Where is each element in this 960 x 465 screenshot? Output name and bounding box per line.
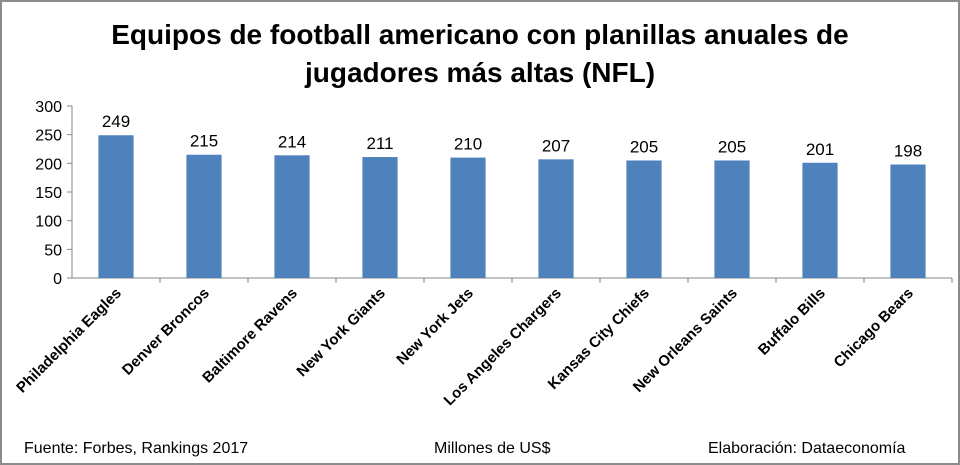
y-tick-label: 250 (35, 128, 62, 145)
data-label: 210 (454, 135, 482, 154)
chart-title-line-2: jugadores más altas (NFL) (304, 57, 656, 88)
data-label: 215 (190, 132, 218, 151)
bar (890, 164, 926, 278)
bar (98, 135, 134, 278)
x-category-label: Baltimore Ravens (199, 285, 301, 387)
credit-note: Elaboración: Dataeconomía (708, 440, 906, 457)
data-label: 207 (542, 136, 570, 155)
data-label: 214 (278, 132, 306, 151)
chart-title-line-1: Equipos de football americano con planil… (111, 19, 849, 50)
x-category-label: Philadelphia Eagles (13, 285, 125, 397)
y-tick-label: 300 (35, 99, 62, 116)
source-note: Fuente: Forbes, Rankings 2017 (24, 440, 249, 457)
bar (538, 159, 574, 278)
bar (626, 160, 662, 278)
data-label: 205 (718, 137, 746, 156)
bar (274, 155, 310, 278)
y-tick-label: 200 (35, 156, 62, 173)
bar (362, 157, 398, 278)
x-category-label: Denver Broncos (119, 285, 213, 379)
x-category-label: Buffalo Bills (755, 285, 829, 359)
chart-title: Equipos de football americano con planil… (2, 16, 958, 92)
units-note: Millones de US$ (434, 440, 551, 457)
x-category-label: New York Jets (393, 285, 477, 369)
data-label: 211 (366, 134, 393, 153)
x-category-label: New York Giants (293, 285, 388, 380)
x-category-label: Chicago Bears (831, 285, 917, 371)
data-label: 205 (630, 137, 658, 156)
data-label: 201 (806, 140, 834, 159)
data-label: 198 (894, 141, 922, 160)
y-tick-label: 150 (35, 185, 62, 202)
bar (450, 157, 486, 278)
data-label: 249 (102, 112, 130, 131)
bar (186, 154, 222, 278)
y-tick-label: 0 (53, 271, 62, 288)
y-tick-label: 100 (35, 214, 62, 231)
bar (802, 162, 838, 278)
y-tick-label: 50 (44, 242, 62, 259)
bar (714, 160, 750, 278)
